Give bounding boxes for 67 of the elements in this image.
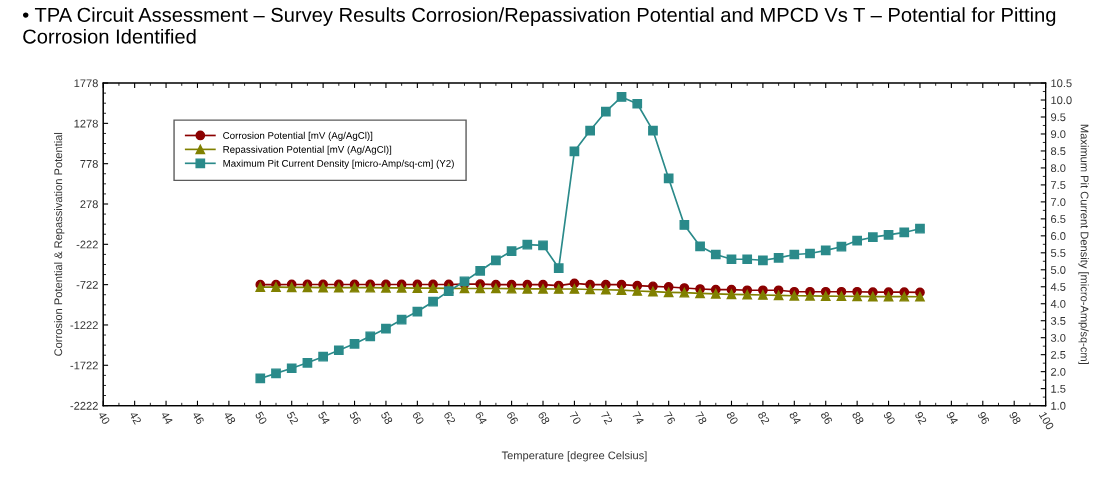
y2-tick-label: 5.5 bbox=[1050, 249, 1066, 257]
legend-label: Corrosion Potential [mV (Ag/AgCl)] bbox=[223, 131, 373, 141]
y-axis-title: Corrosion Potential & Repassivation Potential bbox=[54, 132, 65, 356]
y2-tick-label: 6.5 bbox=[1051, 215, 1066, 223]
x-tick-label: 62 bbox=[443, 411, 456, 425]
x-tick-label: 98 bbox=[1008, 411, 1022, 425]
y-tick-label: 1278 bbox=[74, 119, 98, 128]
x-tick-label: 94 bbox=[945, 411, 959, 425]
x-tick-label: 66 bbox=[506, 411, 519, 425]
x-tick-label: 68 bbox=[537, 411, 551, 425]
y2-tick-label: 7.5 bbox=[1051, 181, 1066, 190]
y2-tick-label: 3.0 bbox=[1050, 333, 1066, 342]
x-tick-label: 40 bbox=[97, 410, 111, 425]
x-tick-label: 46 bbox=[191, 410, 205, 425]
x-tick-label: 74 bbox=[631, 411, 645, 425]
x-tick-label: 52 bbox=[286, 410, 299, 425]
y2-tick-label: 8.5 bbox=[1050, 147, 1066, 156]
y2-axis-title: Maximum Pit Current Density [micro-Amp/sq-cm] bbox=[1078, 124, 1089, 364]
y-tick-label: -1222 bbox=[70, 321, 98, 329]
y-tick-label: -722 bbox=[76, 280, 98, 289]
x-tick-label: 60 bbox=[411, 411, 425, 425]
x-tick-label: 64 bbox=[474, 411, 488, 425]
x-tick-label: 48 bbox=[223, 410, 236, 425]
x-tick-label: 90 bbox=[883, 411, 896, 425]
chart-title: • TPA Circuit Assessment – Survey Results Corrosion/Repassivation Potential and MPCD Vs T – Potential for Pitting Corrosion Identified bbox=[23, 7, 1056, 44]
x-tick-label: 76 bbox=[663, 411, 676, 425]
y2-tick-label: 1.0 bbox=[1051, 401, 1066, 410]
y2-tick-label: 7.0 bbox=[1051, 198, 1066, 207]
x-tick-label: 86 bbox=[820, 411, 833, 425]
y2-tick-label: 10.5 bbox=[1051, 79, 1072, 88]
y-tick-label: 1778 bbox=[74, 79, 98, 88]
y2-tick-label: 2.5 bbox=[1051, 350, 1066, 359]
x-tick-label: 50 bbox=[254, 410, 268, 425]
y2-tick-label: 9.5 bbox=[1051, 113, 1066, 122]
x-tick-label: 42 bbox=[129, 410, 142, 425]
x-tick-label: 54 bbox=[317, 411, 331, 425]
x-tick-label: 82 bbox=[757, 411, 770, 425]
x-tick-label: 58 bbox=[380, 410, 394, 425]
y2-tick-label: 10.0 bbox=[1051, 96, 1072, 105]
y2-tick-label: 9.0 bbox=[1051, 130, 1066, 139]
y-tick-label: -1722 bbox=[70, 361, 98, 370]
x-tick-label: 96 bbox=[977, 411, 990, 425]
y2-tick-label: 8.0 bbox=[1050, 164, 1066, 173]
y2-tick-label: 5.0 bbox=[1050, 266, 1066, 274]
x-tick-label: 72 bbox=[600, 411, 613, 425]
y2-tick-label: 4.5 bbox=[1050, 283, 1066, 291]
x-tick-label: 78 bbox=[694, 411, 708, 425]
y2-tick-label: 1.5 bbox=[1051, 385, 1066, 393]
y-tick-label: -222 bbox=[76, 240, 98, 249]
y-tick-label: 778 bbox=[80, 159, 98, 168]
x-tick-label: 70 bbox=[569, 411, 582, 425]
y2-tick-label: 4.0 bbox=[1050, 300, 1066, 308]
y2-tick-label: 3.5 bbox=[1050, 316, 1066, 325]
x-tick-label: 88 bbox=[851, 411, 865, 425]
x-tick-label: 56 bbox=[349, 410, 362, 425]
x-axis-title: Temperature [degree Celsius] bbox=[501, 451, 647, 462]
x-tick-label: 44 bbox=[160, 410, 174, 425]
y2-tick-label: 2.0 bbox=[1051, 367, 1066, 376]
y-tick-label: -2222 bbox=[70, 401, 98, 410]
legend-label: Maximum Pit Current Density [micro-Amp/sq-cm] (Y2) bbox=[223, 159, 454, 169]
y2-tick-label: 6.0 bbox=[1051, 232, 1066, 240]
x-tick-label: 80 bbox=[726, 411, 739, 425]
legend-label: Repassivation Potential [mV (Ag/AgCl)] bbox=[223, 145, 392, 155]
x-tick-label: 100 bbox=[1038, 411, 1055, 431]
y-tick-label: 278 bbox=[80, 200, 98, 209]
x-tick-label: 84 bbox=[788, 411, 802, 425]
x-tick-label: 92 bbox=[914, 411, 928, 425]
